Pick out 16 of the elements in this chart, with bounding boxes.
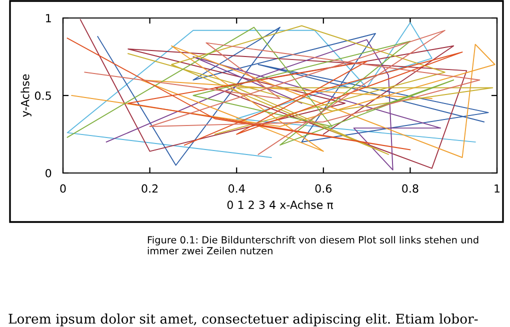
line-series (128, 25, 494, 155)
x-axis-title: 0 1 2 3 4 x-Achse π (227, 200, 334, 210)
y-axis-title: y-Achse (20, 74, 32, 117)
y-tick-label: 0.5 (34, 91, 51, 100)
y-tick-label: 0 (46, 168, 52, 178)
x-tick-label: 0 (60, 184, 66, 193)
x-tick-label: 0.4 (228, 184, 245, 193)
x-tick-label: 1 (494, 184, 500, 193)
text: Lorem ipsum dolor sit amet, consectetuer adipiscing elit. Etiam lobor- (8, 314, 478, 326)
x-tick-label: 0.2 (142, 184, 158, 193)
line-series (106, 39, 442, 170)
x-tick-label: 0.8 (402, 184, 418, 193)
line-series (71, 44, 496, 158)
caption: Figure 0.1: Die Bildunterschrift von diesem Plot soll links stehen und immer zwei Zeilen nutzen (148, 236, 478, 254)
y-tick-label: 1 (46, 14, 51, 22)
x-tick-label: 0.6 (315, 184, 332, 193)
